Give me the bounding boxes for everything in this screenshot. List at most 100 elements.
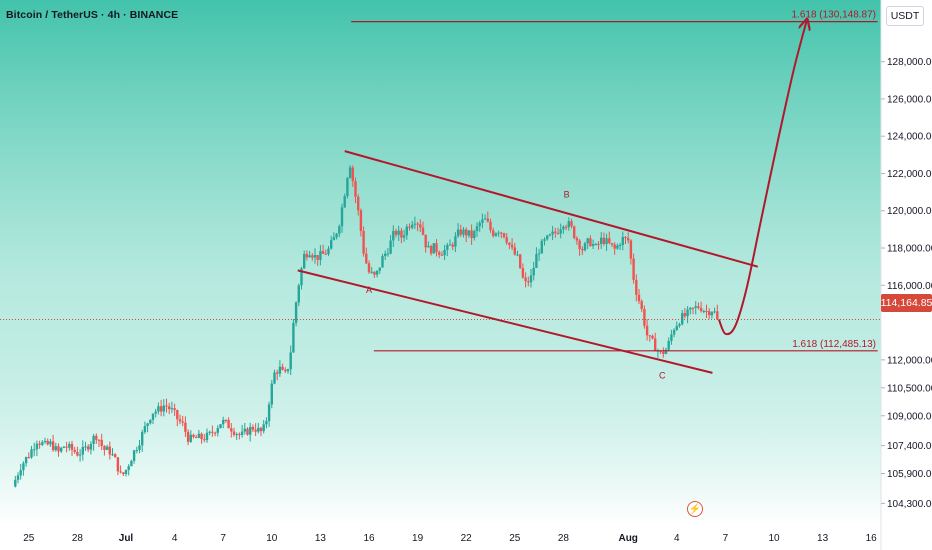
candle-body: [397, 230, 400, 235]
candle-body: [284, 369, 287, 372]
candle-body: [151, 413, 155, 420]
time-axis[interactable]: 25 28 Jul 4 7 10 13 16 19 22 25 28 Aug 4 7 10 13 16: [23, 533, 877, 544]
candle-body: [316, 255, 319, 260]
candle-body: [165, 405, 168, 407]
candle-body: [702, 310, 705, 312]
candle-body: [624, 236, 627, 238]
candle-body: [451, 244, 454, 247]
candle-body: [459, 229, 462, 235]
candle-body: [146, 423, 149, 427]
lightning-icon[interactable]: ⚡: [687, 501, 703, 517]
candle-body: [240, 431, 244, 435]
candle-body: [710, 312, 714, 316]
candle-body: [359, 210, 363, 231]
wave-label: A: [366, 285, 372, 295]
candle-body: [448, 244, 452, 246]
projection-arrow: [717, 22, 806, 336]
candle-body: [505, 237, 508, 243]
candle-body: [608, 238, 611, 244]
candle-body: [581, 249, 584, 251]
wave-label: C: [659, 370, 666, 380]
candle-body: [343, 196, 346, 208]
candle-body: [143, 426, 147, 433]
candle-body: [478, 222, 481, 227]
candle-body: [667, 340, 670, 350]
candle-body: [432, 243, 435, 254]
candle-body: [351, 167, 354, 182]
candle-body: [365, 253, 368, 264]
time-tick-label: 25: [23, 533, 35, 544]
candle-body: [100, 439, 103, 447]
price-tick-label: 120,000.00: [887, 206, 932, 217]
candle-body: [130, 460, 133, 467]
candle-body: [308, 255, 311, 258]
candle-body: [43, 440, 47, 443]
candle-body: [340, 207, 344, 227]
candle-body: [65, 446, 68, 448]
candle-body: [348, 167, 352, 178]
candle-body: [570, 221, 573, 227]
candle-body: [394, 230, 398, 235]
wave-label: B: [564, 190, 570, 200]
candle-body: [672, 329, 676, 335]
price-tick-label: 122,000.00: [887, 169, 932, 180]
time-tick-label: Jul: [119, 533, 134, 544]
candle-body: [60, 447, 63, 452]
candle-body: [583, 243, 587, 251]
candle-body: [546, 235, 549, 240]
candle-body: [362, 230, 365, 254]
symbol-title[interactable]: Bitcoin / TetherUS · 4h · BINANCE: [6, 9, 179, 21]
candle-body: [716, 311, 719, 320]
candle-body: [254, 429, 257, 432]
candle-body: [556, 232, 560, 234]
candle-body: [513, 247, 516, 255]
currency-button[interactable]: USDT: [886, 6, 924, 26]
candle-body: [597, 243, 600, 245]
price-axis[interactable]: 128,000.00 126,000.00 124,000.00 122,000.00…: [881, 57, 932, 510]
candle-body: [635, 279, 638, 295]
candle-body: [184, 422, 187, 432]
candle-body: [651, 335, 654, 339]
candle-body: [262, 424, 265, 432]
candle-body: [173, 408, 176, 411]
candle-body: [162, 405, 165, 412]
time-tick-label: 28: [72, 533, 84, 544]
candle-body: [230, 428, 233, 432]
candle-body: [286, 369, 290, 372]
candle-body: [289, 352, 292, 370]
candle-body: [535, 254, 538, 268]
candle-body: [257, 427, 260, 432]
candle-body: [429, 246, 433, 254]
candle-body: [16, 475, 20, 480]
candle-body: [610, 243, 614, 245]
candle-body: [564, 226, 568, 228]
candle-body: [276, 372, 279, 374]
price-tick-label: 126,000.00: [887, 94, 932, 105]
price-tick-label: 112,000.00: [887, 355, 932, 366]
candle-body: [689, 307, 692, 310]
candle-body: [500, 232, 503, 234]
candle-body: [57, 446, 60, 452]
candle-body: [305, 253, 309, 258]
candle-body: [519, 254, 522, 269]
candle-body: [640, 301, 643, 309]
candle-body: [443, 249, 446, 256]
candle-body: [27, 457, 30, 459]
candle-body: [473, 231, 476, 239]
candle-body: [402, 235, 406, 238]
candle-body: [246, 428, 249, 435]
candle-body: [510, 244, 514, 248]
candle-body: [219, 424, 222, 429]
time-tick-label: 19: [412, 533, 424, 544]
candle-body: [192, 434, 195, 438]
candle-body: [381, 256, 384, 268]
candle-body: [330, 240, 333, 249]
candle-body: [562, 226, 565, 230]
channel-upper-line: [344, 150, 759, 268]
candle-body: [168, 406, 171, 410]
candle-body: [475, 226, 479, 232]
candle-body: [438, 252, 441, 255]
candle-body: [24, 457, 28, 464]
